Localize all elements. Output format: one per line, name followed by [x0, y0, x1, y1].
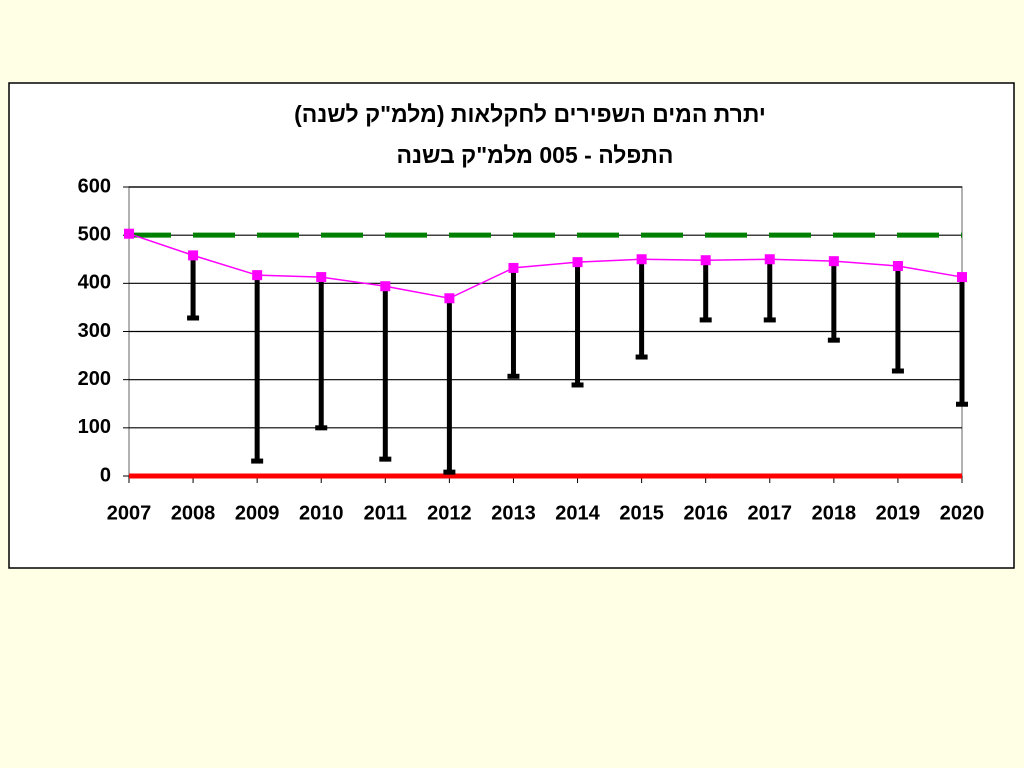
series-line [128, 233, 963, 300]
x-tick-label: 2007 [107, 502, 152, 524]
x-tick-label: 2020 [940, 502, 985, 524]
x-tick-label: 2009 [235, 502, 280, 524]
x-tick-label: 2013 [491, 502, 536, 524]
point [380, 281, 391, 292]
y-tick-label: 400 [78, 272, 111, 294]
x-tick-label: 2008 [171, 502, 216, 524]
x-tick-label: 2017 [748, 502, 793, 524]
point [636, 254, 647, 265]
point [252, 270, 263, 281]
y-tick-label: 600 [78, 175, 111, 197]
x-tick-label: 2010 [299, 502, 344, 524]
point [188, 250, 199, 261]
point [444, 293, 455, 304]
point [316, 272, 327, 283]
y-tick-label: 500 [78, 223, 111, 245]
chart-subtitle: התפלה - 005 מלמ"ק בשנה [397, 142, 674, 168]
x-tick-label: 2016 [683, 502, 728, 524]
point [508, 262, 519, 273]
x-tick-label: 2015 [619, 502, 664, 524]
chart-title: יתרת המים השפירים לחקלאות (מלמ"ק לשנה) [294, 101, 766, 127]
point [957, 272, 967, 283]
point [124, 228, 134, 239]
y-tick-label: 300 [78, 320, 111, 342]
y-tick-label: 200 [78, 368, 111, 390]
point [764, 254, 775, 265]
x-tick-label: 2011 [364, 502, 407, 524]
point [828, 256, 839, 267]
point [572, 257, 583, 268]
point [892, 260, 903, 271]
y-tick-label: 0 [100, 464, 111, 486]
y-tick-label: 100 [78, 416, 111, 438]
x-tick-label: 2014 [555, 502, 600, 524]
x-tick-label: 2018 [812, 502, 857, 524]
point [700, 255, 711, 266]
x-tick-label: 2012 [427, 502, 472, 524]
x-tick-label: 2019 [876, 502, 921, 524]
